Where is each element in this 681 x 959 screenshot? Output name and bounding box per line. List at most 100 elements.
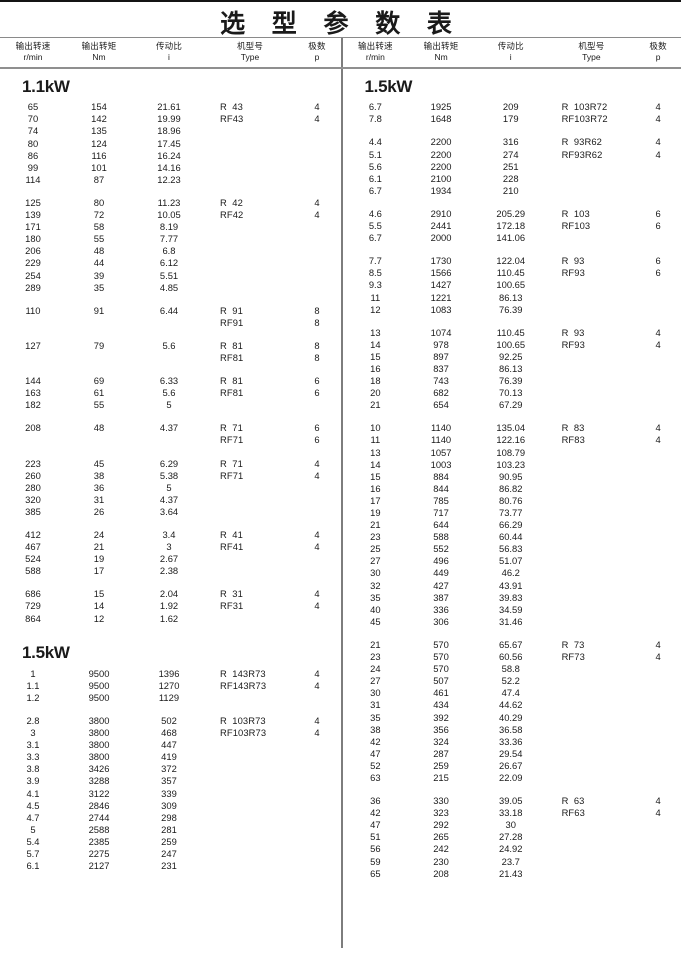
table-row: 208 48 4.37 R 71 6 (0, 422, 341, 434)
cell-ratio: 29.54 (499, 747, 523, 759)
model-group: 110 91 6.44 R 91 8 RF91 8 (0, 304, 341, 328)
cell-torque: 1221 (430, 291, 452, 303)
cell-poles: 4 (314, 679, 320, 691)
cell-poles: 4 (655, 638, 661, 650)
table-row: 139 72 10.05 RF42 4 (0, 209, 341, 221)
cell-ratio: 52.2 (501, 675, 520, 687)
cell-poles: 6 (655, 207, 661, 219)
cell-speed: 35 (370, 711, 381, 723)
column-header-speed-unit: r/min (365, 52, 385, 63)
table-row: 4.6 2910 205.29 R 103 6 (343, 208, 681, 220)
cell-speed: 27 (370, 555, 381, 567)
cell-torque: 287 (433, 747, 449, 759)
cell-poles: 4 (314, 196, 320, 208)
cell-torque: 306 (433, 615, 449, 627)
cell-ratio: 76.39 (499, 375, 523, 387)
cell-torque: 9500 (88, 691, 110, 703)
table-row: 80 124 17.45 (0, 137, 341, 149)
table-row: 1 9500 1396 R 143R73 4 (0, 667, 341, 679)
model-group: 6.7 1925 209 R 103R72 4 7.8 1648 179 RF103R72 4 (343, 101, 681, 125)
cell-ratio: 122.16 (496, 434, 526, 446)
cell-torque: 3426 (88, 763, 110, 775)
cell-ratio: 58.8 (501, 663, 520, 675)
table-row: 206 48 6.8 (0, 245, 341, 257)
table-row: 31 434 44.62 (343, 699, 681, 711)
cell-torque: 2385 (88, 835, 110, 847)
table-row: RF91 8 (0, 316, 341, 328)
table-row: 1.2 9500 1129 (0, 692, 341, 704)
cell-ratio: 43.91 (499, 579, 523, 591)
cell-torque: 743 (433, 375, 449, 387)
cell-torque: 785 (433, 494, 449, 506)
model-group: 127 79 5.6 R 81 8 RF81 8 (0, 340, 341, 364)
table-row: 16 844 86.82 (343, 482, 681, 494)
column-header-speed: 输出转速 r/min (0, 41, 66, 64)
table-row: 21 644 66.29 (343, 519, 681, 531)
column-header-speed-unit: r/min (23, 52, 43, 63)
table-header-left: 输出转速 r/min 输出转矩 Nm 传动比 i 机型号 Type 极数 p (0, 38, 341, 67)
table-row: 21 654 67.29 (343, 399, 681, 411)
table-row: 254 39 5.51 (0, 269, 341, 281)
column-header-speed: 输出转速 r/min (343, 41, 409, 64)
cell-ratio: 502 (161, 714, 177, 726)
table-row: 24 570 58.8 (343, 663, 681, 675)
table-row: 63 215 22.09 (343, 772, 681, 784)
cell-ratio: 22.09 (499, 771, 523, 783)
cell-poles: 6 (314, 375, 320, 387)
table-row: 229 44 6.12 (0, 257, 341, 269)
table-row: 59 230 23.7 (343, 855, 681, 867)
cell-poles: 4 (655, 434, 661, 446)
cell-torque: 884 (433, 470, 449, 482)
column-header-ratio-unit: i (168, 52, 170, 63)
cell-speed: 686 (25, 588, 41, 600)
cell-torque: 26 (93, 505, 105, 517)
table-row: 5.5 2441 172.18 RF103 6 (343, 220, 681, 232)
cell-speed: 21 (370, 519, 381, 531)
cell-speed: 36 (370, 795, 381, 807)
cell-torque: 2200 (430, 136, 452, 148)
cell-torque: 1730 (430, 255, 452, 267)
cell-type: R 103 (561, 207, 590, 219)
cell-ratio: 1396 (158, 667, 180, 679)
cell-torque: 2441 (430, 220, 452, 232)
cell-speed: 17 (370, 494, 381, 506)
table-row: 27 507 52.2 (343, 675, 681, 687)
cell-ratio: 205.29 (496, 207, 526, 219)
cell-type: R 93R62 (561, 136, 602, 148)
cell-speed: 139 (25, 209, 41, 221)
cell-ratio: 56.83 (499, 543, 523, 555)
cell-speed: 13 (370, 326, 381, 338)
table-row: 223 45 6.29 R 71 4 (0, 457, 341, 469)
cell-torque: 324 (433, 735, 449, 747)
cell-type: RF103R73 (220, 727, 267, 739)
cell-ratio: 4.37 (159, 493, 179, 505)
cell-ratio: 26.67 (499, 759, 523, 771)
model-group: 4.4 2200 316 R 93R62 4 5.1 2200 274 RF93R62 4 5.6 2… (343, 136, 681, 196)
cell-speed: 63 (370, 771, 381, 783)
cell-torque: 1140 (430, 434, 452, 446)
table-row: 15 884 90.95 (343, 470, 681, 482)
table-row: 289 35 4.85 (0, 281, 341, 293)
cell-torque: 427 (433, 579, 449, 591)
table-row: 56 242 24.92 (343, 843, 681, 855)
cell-type: R 31 (220, 588, 243, 600)
cell-speed: 47 (370, 819, 381, 831)
cell-speed: 1.2 (26, 691, 40, 703)
cell-speed: 32 (370, 579, 381, 591)
cell-ratio: 247 (161, 847, 177, 859)
table-row: 17 785 80.76 (343, 495, 681, 507)
table-row: 4.7 2744 298 (0, 811, 341, 823)
cell-speed: 20 (370, 387, 381, 399)
table-column-left: 1.1kW 65 154 21.61 R 43 4 70 142 19.99 RF43 4 74 135… (0, 69, 341, 948)
cell-ratio: 1270 (158, 679, 180, 691)
cell-ratio: 6.12 (159, 257, 179, 269)
cell-speed: 86 (27, 149, 39, 161)
power-rating-heading: 1.5kW (364, 76, 413, 96)
cell-ratio: 2.38 (159, 565, 179, 577)
cell-poles: 6 (655, 255, 661, 267)
cell-type: R 63 (561, 795, 585, 807)
table-row: 4.4 2200 316 R 93R62 4 (343, 136, 681, 148)
table-row: 99 101 14.16 (0, 161, 341, 173)
table-row: 11 1140 122.16 RF83 4 (343, 434, 681, 446)
cell-ratio: 3 (166, 541, 172, 553)
